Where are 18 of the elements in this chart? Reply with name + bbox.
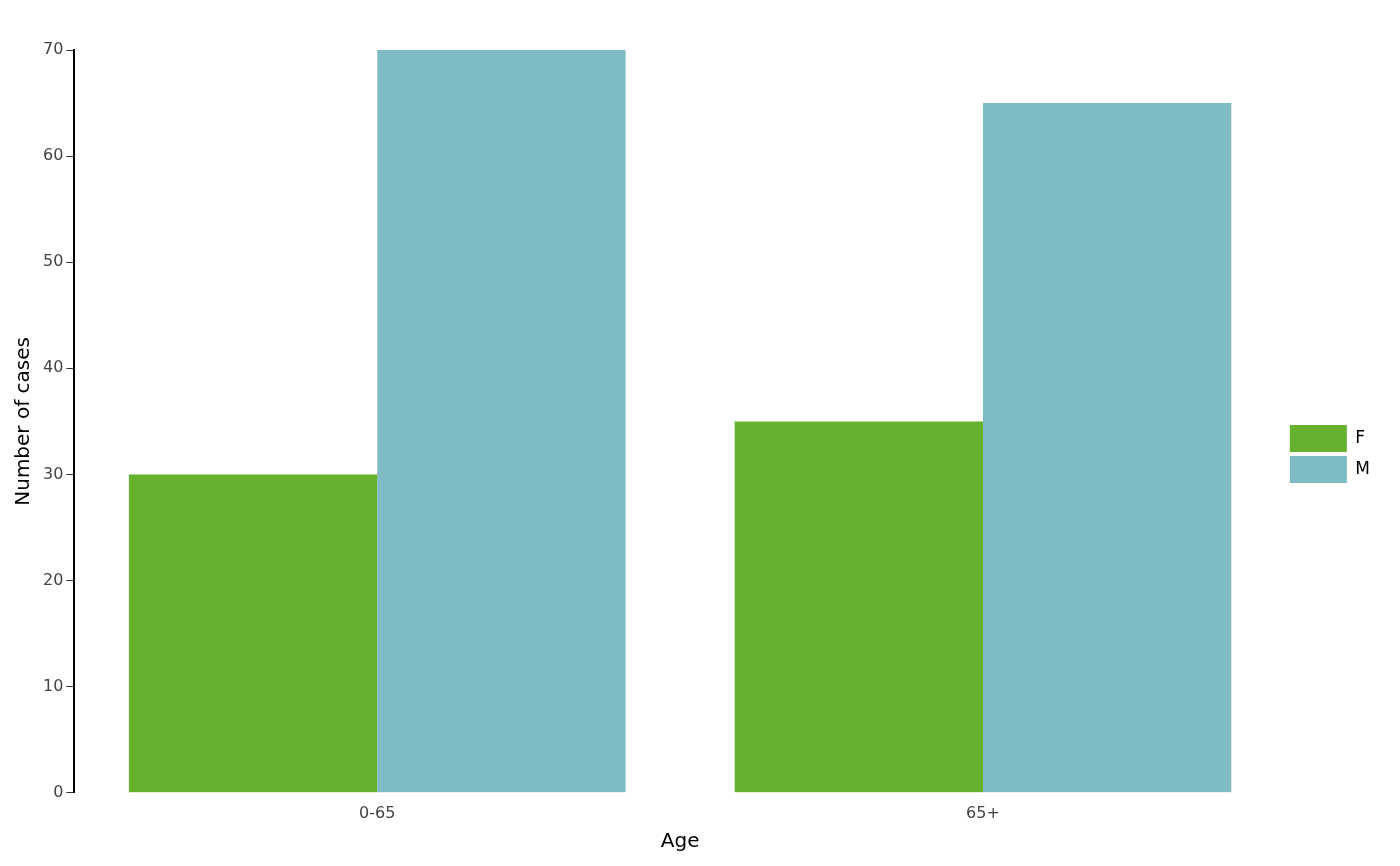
bar xyxy=(128,474,378,793)
bar xyxy=(982,103,1232,793)
y-tick-label: 60 xyxy=(43,145,64,165)
y-tick-label: 40 xyxy=(43,357,64,377)
y-tick-label: 20 xyxy=(43,569,64,589)
y-tick-label: 10 xyxy=(43,675,64,695)
legend-label: F xyxy=(1355,426,1366,447)
x-axis-title: Age xyxy=(660,828,700,853)
y-tick-label: 30 xyxy=(43,463,64,483)
bar xyxy=(734,421,983,793)
y-tick-label: 70 xyxy=(43,39,64,59)
y-tick-label: 0 xyxy=(53,781,64,801)
y-tick-label: 50 xyxy=(43,251,64,271)
bar xyxy=(377,50,626,793)
x-tick-label: 0-65 xyxy=(359,802,396,822)
y-axis-title: Number of cases xyxy=(10,337,35,506)
x-tick-label: 65+ xyxy=(966,802,1000,822)
legend-label: M xyxy=(1355,457,1370,478)
